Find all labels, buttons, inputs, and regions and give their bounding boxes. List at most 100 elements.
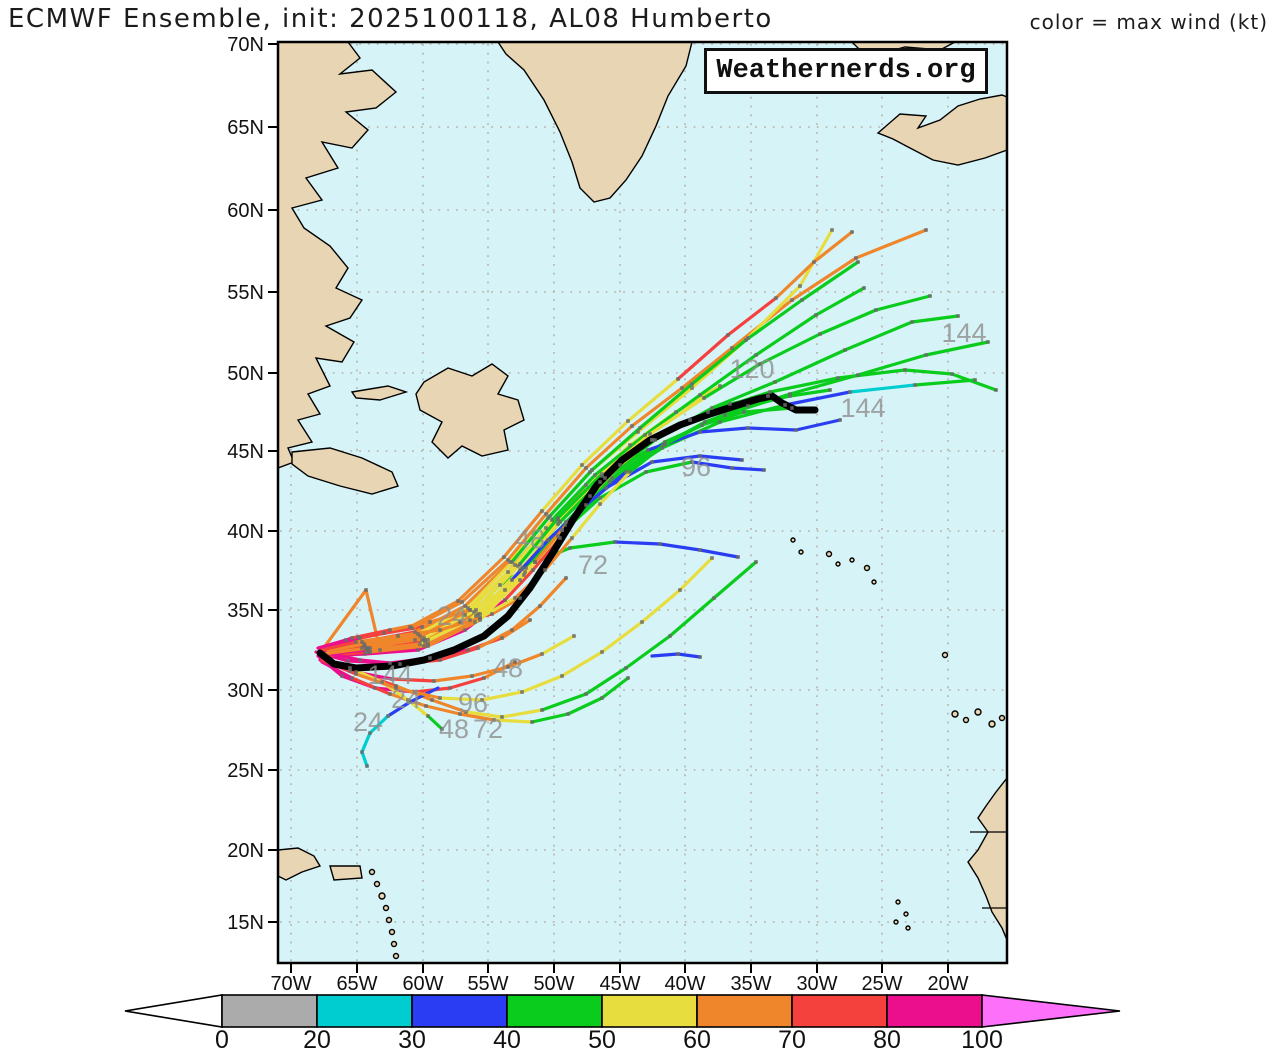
time-step-dot	[448, 686, 452, 690]
time-step-dot	[438, 658, 442, 662]
time-step-dot	[540, 708, 544, 712]
time-step-dot	[348, 666, 352, 670]
time-step-dot	[828, 388, 832, 392]
time-step-dot	[660, 446, 664, 450]
ensemble-track-segment	[478, 596, 517, 620]
time-step-dot	[762, 468, 766, 472]
island-antilles	[368, 868, 376, 876]
time-step-dot	[506, 570, 510, 574]
ensemble-track-segment	[426, 714, 444, 731]
colorbar-label: 70	[778, 1026, 806, 1053]
watermark-box: Weathernerds.org	[704, 48, 988, 94]
colorbar-label: 80	[873, 1026, 901, 1053]
time-step-dot	[698, 548, 702, 552]
time-step-dot	[698, 393, 702, 397]
time-step-dot	[413, 630, 417, 634]
time-step-dot	[566, 712, 570, 716]
time-step-dot	[426, 638, 430, 642]
time-step-dot	[354, 640, 358, 644]
time-step-dot	[773, 380, 777, 384]
time-step-dot	[432, 679, 436, 683]
time-step-dot	[650, 438, 654, 442]
time-step-dot	[546, 538, 550, 542]
ensemble-track-segment	[432, 652, 544, 683]
time-step-dot	[356, 635, 360, 639]
time-step-dot	[584, 466, 588, 470]
time-step-dot	[468, 618, 472, 622]
time-step-dot	[626, 419, 630, 423]
ensemble-track-segment	[438, 556, 714, 702]
ensemble-track-segment	[350, 676, 392, 696]
time-step-dot	[706, 410, 710, 414]
time-step-dot	[516, 564, 520, 568]
island-antilles	[388, 928, 396, 936]
time-step-dot	[470, 674, 474, 678]
time-step-dot	[456, 599, 460, 603]
time-step-dot	[676, 377, 680, 381]
time-step-dot	[604, 486, 608, 490]
lon-tick-label: 60W	[402, 973, 443, 995]
time-step-dot	[394, 686, 398, 690]
time-step-dot	[500, 636, 504, 640]
time-step-dot	[426, 644, 430, 648]
time-step-dot	[472, 610, 476, 614]
time-step-dot	[790, 298, 794, 302]
time-step-dot	[663, 442, 667, 446]
time-step-dot	[628, 470, 632, 474]
time-step-dot	[398, 662, 402, 666]
time-step-dot	[513, 660, 517, 664]
island-canary	[962, 716, 970, 724]
ensemble-track-segment	[490, 596, 522, 616]
colorbar-segment	[601, 994, 698, 1028]
time-step-dot	[783, 403, 787, 407]
time-step-dot	[774, 296, 778, 300]
time-step-dot	[426, 642, 430, 646]
time-step-dot	[740, 458, 744, 462]
time-step-dot	[510, 628, 514, 632]
time-step-dot	[524, 566, 528, 570]
time-step-dot	[830, 228, 834, 232]
time-step-dot	[568, 546, 572, 550]
ensemble-track-segment	[530, 676, 630, 724]
time-step-dot	[556, 522, 560, 526]
hour-label: 48	[515, 524, 545, 554]
time-step-dot	[416, 632, 420, 636]
time-step-dot	[474, 608, 478, 612]
time-step-dot	[463, 628, 467, 632]
time-step-dot	[413, 638, 417, 642]
time-step-dot	[650, 460, 654, 464]
time-step-dot	[956, 314, 960, 318]
time-step-dot	[368, 650, 372, 654]
time-step-dot	[354, 672, 358, 676]
lat-tick-label: 70N	[227, 34, 264, 56]
time-step-dot	[510, 578, 514, 582]
time-step-dot	[698, 430, 702, 434]
time-step-dot	[903, 368, 907, 372]
colorbar-label: 40	[493, 1026, 521, 1053]
time-step-dot	[848, 390, 852, 394]
time-step-dot	[653, 438, 657, 442]
land-canada	[278, 42, 398, 469]
hour-label: 96	[681, 452, 711, 482]
time-step-dot	[800, 298, 804, 302]
time-step-dot	[466, 606, 470, 610]
hour-label: 144	[840, 393, 885, 423]
time-step-dot	[518, 596, 522, 600]
time-step-dot	[658, 542, 662, 546]
time-step-dot	[838, 418, 842, 422]
time-step-dot	[570, 536, 574, 540]
island-antilles	[392, 952, 400, 960]
time-step-dot	[388, 628, 392, 632]
axis-ticks-and-labels: 70N 65N 60N 55N 50N 45N 40N 35N 30N 25N 20N 15N 70W 6…	[227, 34, 968, 995]
time-step-dot	[584, 692, 588, 696]
time-step-dot	[362, 642, 366, 646]
time-step-dot	[572, 634, 576, 638]
time-step-dot	[363, 652, 367, 656]
time-step-dot	[600, 650, 604, 654]
time-step-dot	[744, 338, 748, 342]
ensemble-track-segment	[540, 377, 680, 513]
time-step-dot	[690, 386, 694, 390]
time-step-dot	[646, 448, 650, 452]
time-step-dot	[788, 392, 792, 396]
